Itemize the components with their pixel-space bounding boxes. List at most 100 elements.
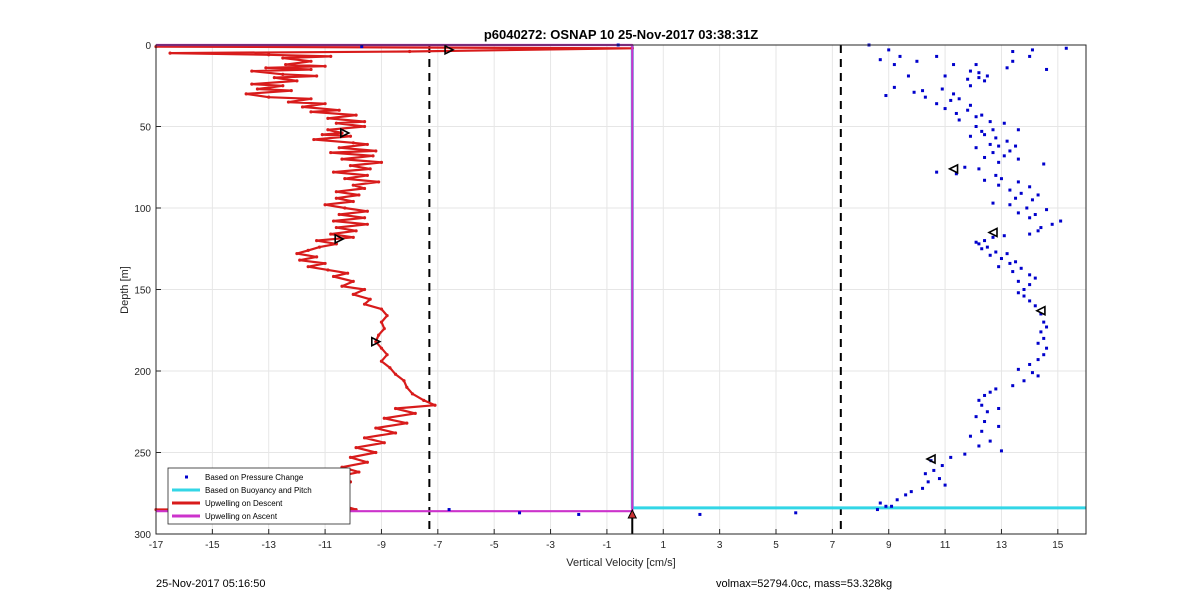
pressure-point: [447, 508, 451, 512]
pressure-point: [1002, 234, 1006, 238]
pressure-point: [518, 511, 522, 515]
descent-point: [368, 297, 372, 301]
pressure-point: [974, 146, 978, 150]
pressure-point: [887, 48, 891, 52]
pressure-point: [1008, 188, 1012, 192]
legend-label: Upwelling on Ascent: [205, 512, 278, 521]
descent-point: [402, 379, 406, 383]
pressure-point: [991, 201, 995, 205]
descent-point: [385, 353, 389, 357]
pressure-point: [1022, 379, 1026, 383]
pressure-point: [983, 79, 987, 83]
descent-point: [351, 292, 355, 296]
pressure-point: [1028, 362, 1032, 366]
pressure-point: [954, 172, 958, 176]
pressure-point: [977, 71, 981, 75]
pressure-point: [1014, 144, 1018, 148]
descent-point: [357, 470, 361, 474]
pressure-point: [983, 420, 987, 424]
descent-point: [298, 258, 302, 262]
x-tick-label: 13: [996, 540, 1008, 551]
pressure-point: [952, 63, 956, 67]
pressure-point: [1045, 67, 1049, 71]
descent-point: [326, 128, 330, 132]
pressure-point: [983, 393, 987, 397]
descent-point: [168, 51, 172, 55]
descent-point: [354, 446, 358, 450]
descent-point: [374, 450, 378, 455]
descent-point: [379, 346, 384, 350]
descent-point: [410, 392, 415, 396]
pressure-point: [1016, 367, 1020, 371]
descent-point: [362, 216, 367, 220]
descent-point: [329, 54, 333, 59]
pressure-point: [904, 493, 908, 497]
x-tick-label: 5: [773, 540, 779, 551]
descent-point: [393, 431, 398, 435]
pressure-point: [974, 63, 978, 67]
pressure-point: [997, 406, 1001, 410]
legend: Based on Pressure Change Based on Buoyanc…: [167, 467, 351, 525]
pressure-point: [1036, 229, 1040, 233]
pressure-point: [963, 165, 967, 169]
pressure-point: [994, 173, 998, 177]
pressure-point: [1028, 216, 1032, 220]
descent-point: [351, 141, 355, 145]
pressure-point: [1008, 261, 1012, 265]
pressure-point: [1045, 325, 1049, 329]
pressure-point: [1002, 154, 1006, 158]
pressure-point: [1039, 226, 1043, 230]
pressure-point: [915, 59, 919, 63]
pressure-point: [937, 477, 941, 481]
pressure-point: [878, 501, 882, 505]
descent-point: [306, 248, 310, 252]
descent-point: [365, 209, 369, 213]
pressure-point: [875, 508, 879, 512]
descent-point: [362, 287, 367, 292]
descent-point: [365, 460, 369, 464]
x-tick-label: -9: [377, 540, 386, 551]
pressure-point: [977, 167, 981, 171]
pressure-point: [949, 98, 953, 102]
pressure-point: [1028, 299, 1032, 303]
legend-label: Based on Pressure Change: [205, 473, 304, 482]
pressure-point: [1022, 288, 1026, 291]
descent-point: [374, 426, 378, 430]
legend-swatch: [185, 475, 188, 479]
pressure-point: [997, 144, 1001, 148]
pressure-point: [935, 102, 939, 106]
pressure-point: [980, 113, 984, 117]
y-axis-label: Depth [m]: [119, 266, 131, 314]
descent-point: [337, 108, 341, 112]
descent-point: [362, 436, 367, 440]
x-tick-label: 9: [886, 540, 892, 551]
descent-point: [331, 219, 336, 223]
pressure-point: [884, 504, 888, 508]
descent-point: [357, 193, 361, 197]
descent-point: [331, 170, 336, 174]
descent-point: [362, 124, 367, 129]
x-tick-label: -5: [490, 540, 499, 551]
pressure-point: [988, 142, 992, 146]
descent-point: [354, 113, 358, 117]
y-tick-label: 50: [140, 123, 152, 134]
pressure-point: [974, 125, 978, 128]
pressure-point: [983, 239, 987, 243]
pressure-point: [968, 69, 972, 73]
descent-point: [306, 265, 310, 269]
descent-point: [326, 116, 330, 120]
pressure-point: [943, 107, 947, 111]
pressure-point: [974, 240, 978, 244]
pressure-point: [909, 490, 913, 494]
descent-point: [281, 56, 285, 60]
pressure-point: [1025, 206, 1029, 210]
pressure-point: [1042, 320, 1046, 324]
pressure-point: [1016, 128, 1020, 132]
descent-point: [362, 120, 367, 124]
legend-label: Upwelling on Descent: [205, 499, 283, 508]
pressure-point: [1028, 232, 1032, 236]
pressure-point: [1039, 330, 1043, 334]
descent-point: [309, 110, 313, 114]
x-tick-label: -15: [205, 540, 220, 551]
descent-point: [351, 183, 355, 187]
